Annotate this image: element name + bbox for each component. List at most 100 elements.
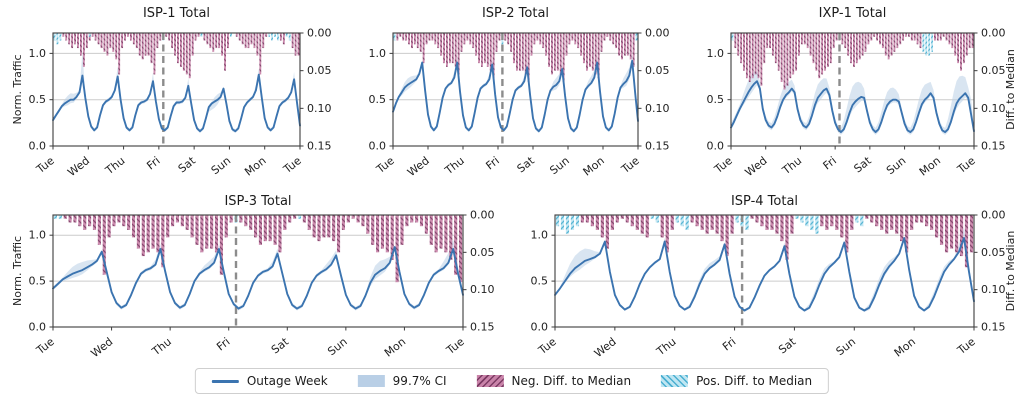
pos-diff-bar [810, 215, 814, 230]
subplot-isp1-total: Tue Wed Thu Fri Sat Sun Mon Tue0.00.51.00.000.0… [11, 27, 332, 180]
subplot-title-isp1: ISP-1 Total [142, 6, 211, 21]
neg-diff-bar [615, 215, 619, 223]
pos-diff-bars [555, 215, 864, 234]
neg-diff-bar [920, 215, 924, 223]
pos-diff-bar [274, 33, 276, 37]
neg-diff-bar [754, 33, 757, 75]
neg-diff-bar [905, 215, 909, 253]
neg-diff-bar [539, 33, 542, 45]
neg-diff-bar [481, 33, 483, 67]
neg-diff-bar [780, 33, 783, 82]
neg-diff-bar [705, 215, 709, 234]
neg-diff-bar [402, 33, 405, 41]
y-tick-label-right: 0.15 [981, 140, 1006, 153]
neg-diff-bar [507, 33, 510, 45]
legend-label-ci: 99.7% CI [392, 374, 447, 388]
neg-diff-bar [405, 33, 408, 41]
neg-diff-bar [429, 215, 433, 245]
y-axis-label-right: Diff. to Median [1004, 49, 1017, 130]
neg-diff-bar [448, 33, 451, 64]
pos-diff-bar [88, 33, 91, 37]
neg-diff-bar [107, 215, 111, 238]
neg-diff-bar [821, 33, 824, 75]
pos-diff-bar [860, 215, 864, 227]
neg-diff-bar [115, 33, 118, 60]
neg-diff-bar [785, 215, 789, 260]
pos-diff-bar [297, 215, 302, 219]
neg-diff-bar [913, 33, 916, 41]
pos-diff-bar [53, 215, 57, 219]
neg-diff-bar [65, 33, 68, 41]
neg-diff-bar [524, 33, 527, 75]
neg-diff-bar [934, 215, 939, 238]
neg-diff-bar [798, 33, 800, 56]
neg-diff-bar [238, 33, 241, 41]
neg-diff-bar [841, 33, 844, 45]
neg-diff-bar [780, 215, 784, 242]
neg-diff-bar [336, 215, 341, 253]
neg-diff-bar [159, 33, 162, 41]
neg-diff-bar [244, 215, 248, 227]
subplot-title-isp3: ISP-3 Total [224, 194, 292, 209]
neg-diff-bar [864, 33, 867, 52]
neg-diff-bar [887, 33, 890, 60]
x-tick-label: Mon [382, 335, 408, 360]
x-tick-label: Tue [33, 154, 57, 177]
x-tick-label: Sun [209, 154, 234, 177]
y-tick-label-right: 0.10 [470, 283, 495, 296]
neg-diff-bar [174, 33, 176, 56]
neg-diff-bar [221, 33, 224, 56]
neg-diff-bar [925, 215, 929, 227]
neg-diff-bar [440, 33, 443, 56]
neg-diff-bar [121, 33, 124, 49]
neg-diff-bar [960, 33, 962, 71]
y-tick-label-right: 0.10 [981, 102, 1006, 115]
neg-diff-bar [312, 215, 316, 238]
y-tick-label-right: 0.00 [307, 27, 332, 40]
neg-diff-bar [68, 33, 71, 45]
subplot-isp2-total: Tue Wed Thu Fri Sat Sun Mon Tue0.00.51.00.000.0… [369, 27, 670, 180]
subplot-isp3-total: Tue Wed Thu Fri Sat Sun Mon Tue0.00.51.00.000.0… [11, 209, 495, 361]
neg-diff-bar [182, 33, 185, 71]
neg-diff-bar [132, 33, 135, 45]
neg-diff-bar [194, 33, 197, 41]
y-tick-label-right: 0.15 [645, 140, 670, 153]
neg-diff-bar [419, 215, 424, 227]
axes-area-1: Tue Wed Thu Fri Sat Sun Mon Tue0.00.51.00.000.0… [11, 27, 332, 180]
neg-diff-bar [942, 33, 945, 37]
neg-diff-bar [936, 33, 939, 41]
neg-diff-bar [884, 33, 887, 56]
traffic-line [52, 73, 301, 133]
neg-diff-bar [282, 33, 285, 45]
subplot-isp4-total: Tue Wed Thu Fri Sat Sun Mon Tue0.00.51.00.000.0… [531, 209, 1018, 361]
neg-diff-bar [763, 33, 766, 64]
neg-diff-bar [545, 33, 548, 56]
neg-diff-bar [618, 33, 620, 56]
neg-diff-bar [71, 33, 74, 49]
neg-diff-bar [745, 33, 748, 79]
neg-diff-bar [446, 33, 448, 67]
pos-diff-bar [675, 215, 679, 223]
subplot-title-ixp1: IXP-1 Total [818, 6, 887, 21]
neg-diff-bar [210, 215, 214, 249]
neg-diff-bar [844, 33, 847, 49]
x-tick-label: Tue [618, 154, 642, 177]
y-tick-label-left: 0.5 [531, 275, 549, 288]
neg-diff-bar [371, 215, 375, 245]
legend-item-pos-diff: Pos. Diff. to Median [661, 374, 812, 388]
x-tick-label: Tue [443, 335, 467, 358]
neg-diff-bar [730, 215, 734, 234]
neg-diff-bar [190, 215, 194, 238]
pos-diff-hatched-swatch [661, 375, 689, 387]
neg-diff-bar [919, 33, 922, 49]
neg-diff-bar [273, 215, 277, 245]
pos-diff-bar [685, 215, 689, 230]
neg-diff-bar [97, 33, 100, 45]
neg-diff-bar [855, 33, 858, 64]
neg-diff-bar [789, 33, 792, 79]
neg-diff-bar [460, 33, 463, 52]
neg-diff-bars [580, 215, 974, 268]
neg-diff-bar [591, 33, 594, 71]
neg-diff-bar [734, 33, 737, 49]
neg-diff-bar [122, 215, 126, 227]
